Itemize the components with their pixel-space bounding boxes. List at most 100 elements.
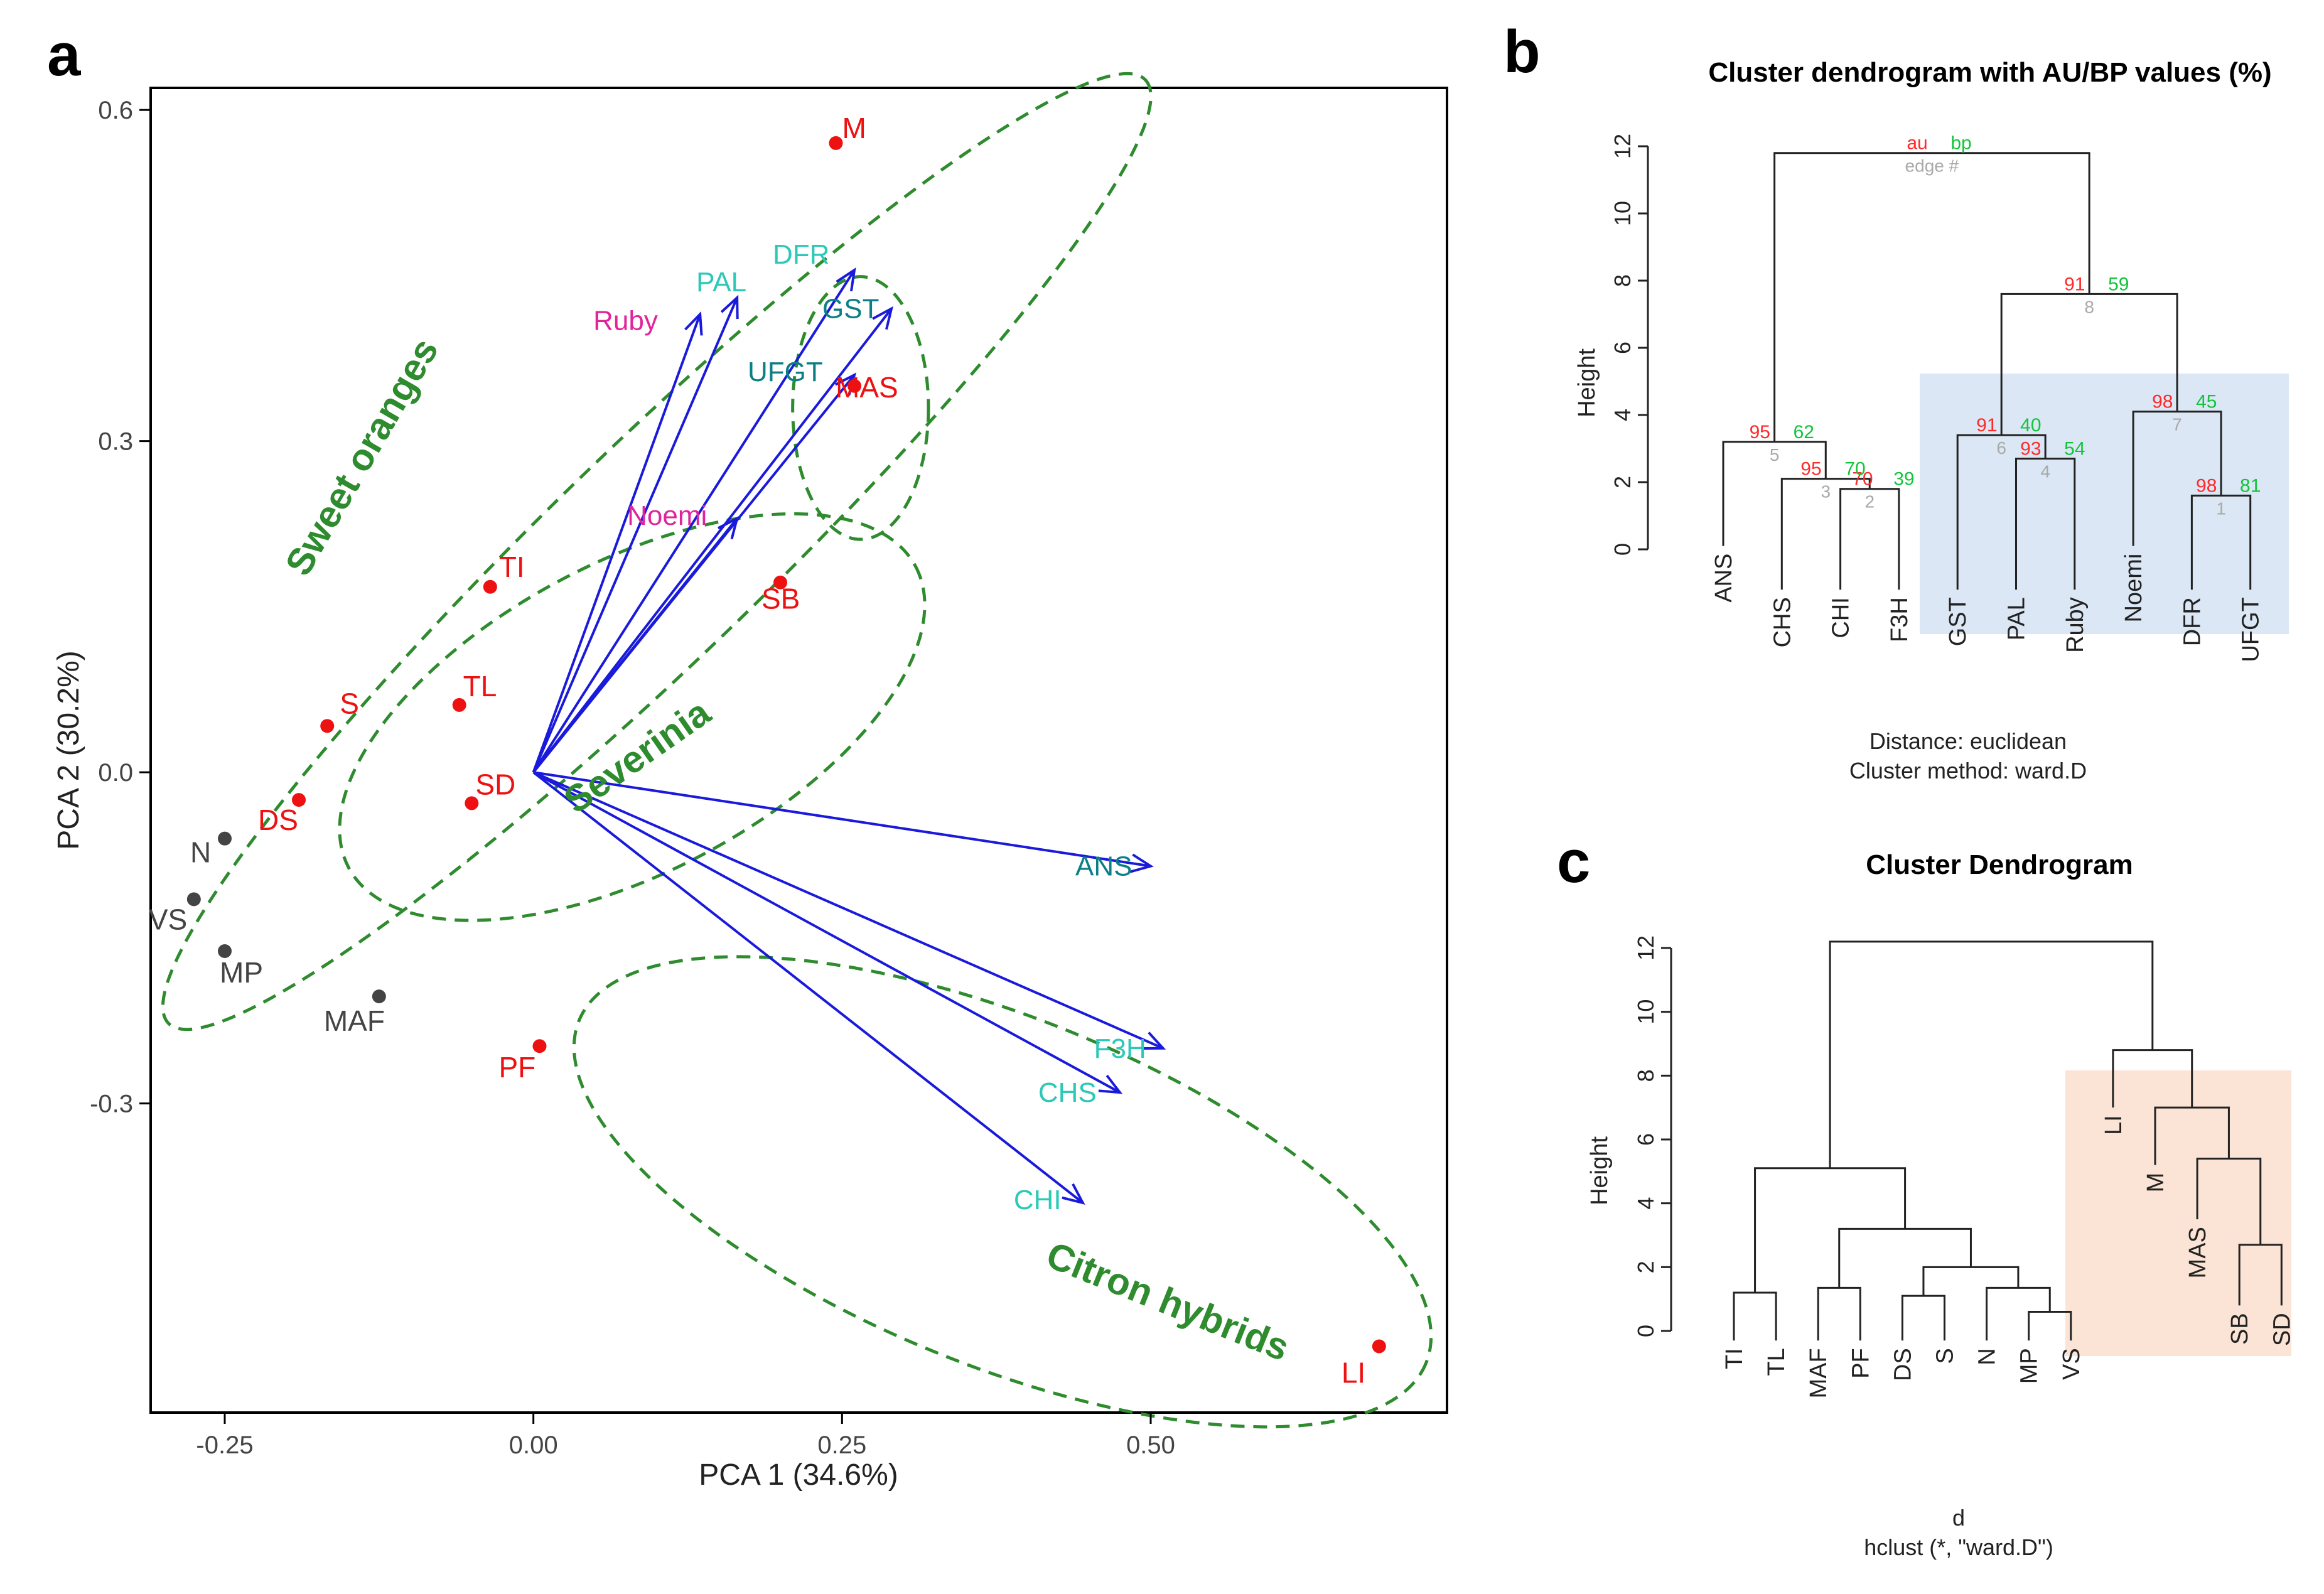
c-merge-12 [2112, 1049, 2193, 1108]
sample-point-tl [452, 697, 466, 712]
b-au-2: 95 [1800, 459, 1821, 480]
b-au-1: 70 [1852, 469, 1873, 490]
loading-label-ruby: Ruby [593, 305, 658, 336]
c-leaf-n: N [1974, 1348, 2001, 1365]
panel-a-letter: a [47, 21, 81, 89]
loading-arrows: PAL DFR GST Ruby UFGT Noemi ANS F3H CHS CHI [532, 239, 1166, 1215]
c-merge-13 [1829, 940, 2154, 1168]
dendrogram-c-tree [1733, 940, 2283, 1341]
b-y-tick-label-3: 6 [1610, 342, 1635, 354]
loading-arrow-chs [532, 771, 1121, 1094]
pca-axes: -0.25 0.00 0.25 0.50 -0.3 0.0 0.3 0.6 [90, 97, 1175, 1459]
x-tick-label-3: 0.50 [1126, 1431, 1175, 1459]
dendrogram-b-leaves: ANS CHS CHI F3H GST PAL Ruby Noemi DFR UFGT [1711, 554, 2264, 662]
c-merge-11 [2154, 1106, 2230, 1165]
x-tick-label-2: 0.25 [817, 1431, 866, 1459]
c-merge-5 [1986, 1286, 2051, 1341]
b-leaf-noemi: Noemi [2121, 554, 2147, 623]
c-y-tick-label-0: 0 [1633, 1325, 1659, 1337]
sample-label-s: S [340, 687, 359, 719]
b-edge-9: edge # [1905, 156, 1959, 176]
sample-label-ds: DS [258, 804, 298, 836]
loading-arrowhead-chi [1062, 1183, 1085, 1205]
b-bp-9: bp [1950, 133, 1971, 154]
c-y-tick-label-5: 10 [1633, 999, 1659, 1025]
dendrogram-c-x-label: d [1952, 1505, 1965, 1531]
b-leaf-pal: PAL [2004, 597, 2030, 640]
b-leaf-gst: GST [1945, 597, 1971, 646]
sample-label-ti: TI [499, 551, 525, 583]
dendrogram-b-title: Cluster dendrogram with AU/BP values (%) [1708, 57, 2271, 88]
dendrogram-b-highlight [1920, 374, 2289, 634]
c-merge-8 [1754, 1167, 1907, 1293]
sample-label-n: N [190, 836, 211, 869]
c-y-tick-label-6: 12 [1633, 935, 1659, 961]
b-y-tick-label-6: 12 [1610, 134, 1635, 159]
loading-label-pal: PAL [696, 267, 746, 298]
b-edge-3: 5 [1770, 445, 1780, 465]
b-bp-1: 39 [1893, 469, 1914, 490]
sample-points: M MAS TI SB TL S SD DS PF LI N VS MP MAF [149, 112, 1386, 1389]
loading-arrowhead-ruby [684, 311, 703, 336]
b-edge-6: 6 [1996, 438, 2006, 458]
loading-arrowhead-gst [872, 306, 893, 330]
group-ellipse-1 [791, 275, 930, 541]
c-leaf-li: LI [2101, 1115, 2127, 1135]
group-ellipse-0 [161, 72, 1153, 1031]
c-leaf-mp: MP [2016, 1348, 2043, 1384]
c-leaf-m: M [2143, 1173, 2169, 1193]
c-y-tick-label-4: 8 [1633, 1069, 1659, 1082]
c-merge-3 [1901, 1295, 1945, 1341]
c-merge-2 [1817, 1286, 1861, 1341]
b-y-tick-label-4: 8 [1610, 274, 1635, 287]
b-au-6: 91 [1976, 415, 1997, 436]
sample-point-ti [483, 579, 497, 594]
b-merge-9 [1773, 152, 2090, 442]
b-edge-2: 3 [1821, 482, 1831, 502]
b-leaf-ans: ANS [1711, 554, 1737, 603]
loading-arrowhead-ans [1129, 853, 1154, 873]
b-bp-5: 54 [2064, 439, 2085, 460]
c-leaf-maf: MAF [1805, 1348, 1832, 1398]
loading-label-chi: CHI [1014, 1185, 1062, 1215]
group-label-citron-hybrids: Citron hybrids [1041, 1234, 1295, 1369]
loading-label-f3h: F3H [1094, 1033, 1146, 1064]
hclust-dendrogram: Cluster Dendrogram 0 2 4 6 8 10 12 TI TL MAF PF DS… [1586, 849, 2295, 1560]
sample-label-mas: MAS [836, 371, 898, 404]
pvclust-dendrogram: Cluster dendrogram with AU/BP values (%)… [1574, 57, 2289, 784]
c-y-tick-label-3: 6 [1633, 1133, 1659, 1146]
loading-arrowhead-dfr [836, 267, 856, 292]
dendrogram-b-tree [1722, 152, 2252, 590]
sample-label-tl: TL [463, 670, 497, 703]
panel-b-letter: b [1504, 18, 1541, 85]
x-tick-label-0: -0.25 [196, 1431, 253, 1459]
loading-arrow-ruby [532, 313, 702, 773]
c-leaf-pf: PF [1848, 1348, 1874, 1379]
c-merge-6 [1922, 1266, 2020, 1296]
loading-arrow-ans [533, 771, 1151, 868]
sample-point-n [218, 831, 232, 846]
loading-label-gst: GST [822, 294, 879, 325]
c-merge-1 [1733, 1291, 1777, 1341]
sample-label-m: M [842, 112, 866, 144]
sample-point-s [320, 719, 335, 733]
y-tick-label-1: 0.0 [98, 759, 133, 787]
y-tick-label-3: 0.6 [98, 97, 133, 124]
b-au-5: 93 [2020, 439, 2041, 460]
b-leaf-ruby: Ruby [2062, 597, 2089, 653]
c-leaf-sd: SD [2269, 1313, 2295, 1346]
sample-label-vs: VS [149, 903, 187, 935]
b-leaf-chs: CHS [1769, 597, 1795, 647]
b-au-4: 98 [2196, 475, 2217, 496]
b-leaf-chi: CHI [1828, 597, 1854, 638]
b-leaf-f3h: F3H [1886, 597, 1913, 642]
b-leaf-dfr: DFR [2179, 597, 2205, 646]
c-leaf-vs: VS [2058, 1348, 2085, 1380]
loading-arrowhead-pal [720, 294, 739, 320]
sample-point-sb [773, 575, 787, 590]
c-leaf-tl: TL [1763, 1348, 1790, 1376]
c-leaf-ti: TI [1721, 1348, 1748, 1369]
sample-label-sd: SD [475, 768, 515, 800]
c-leaf-s: S [1932, 1348, 1959, 1364]
